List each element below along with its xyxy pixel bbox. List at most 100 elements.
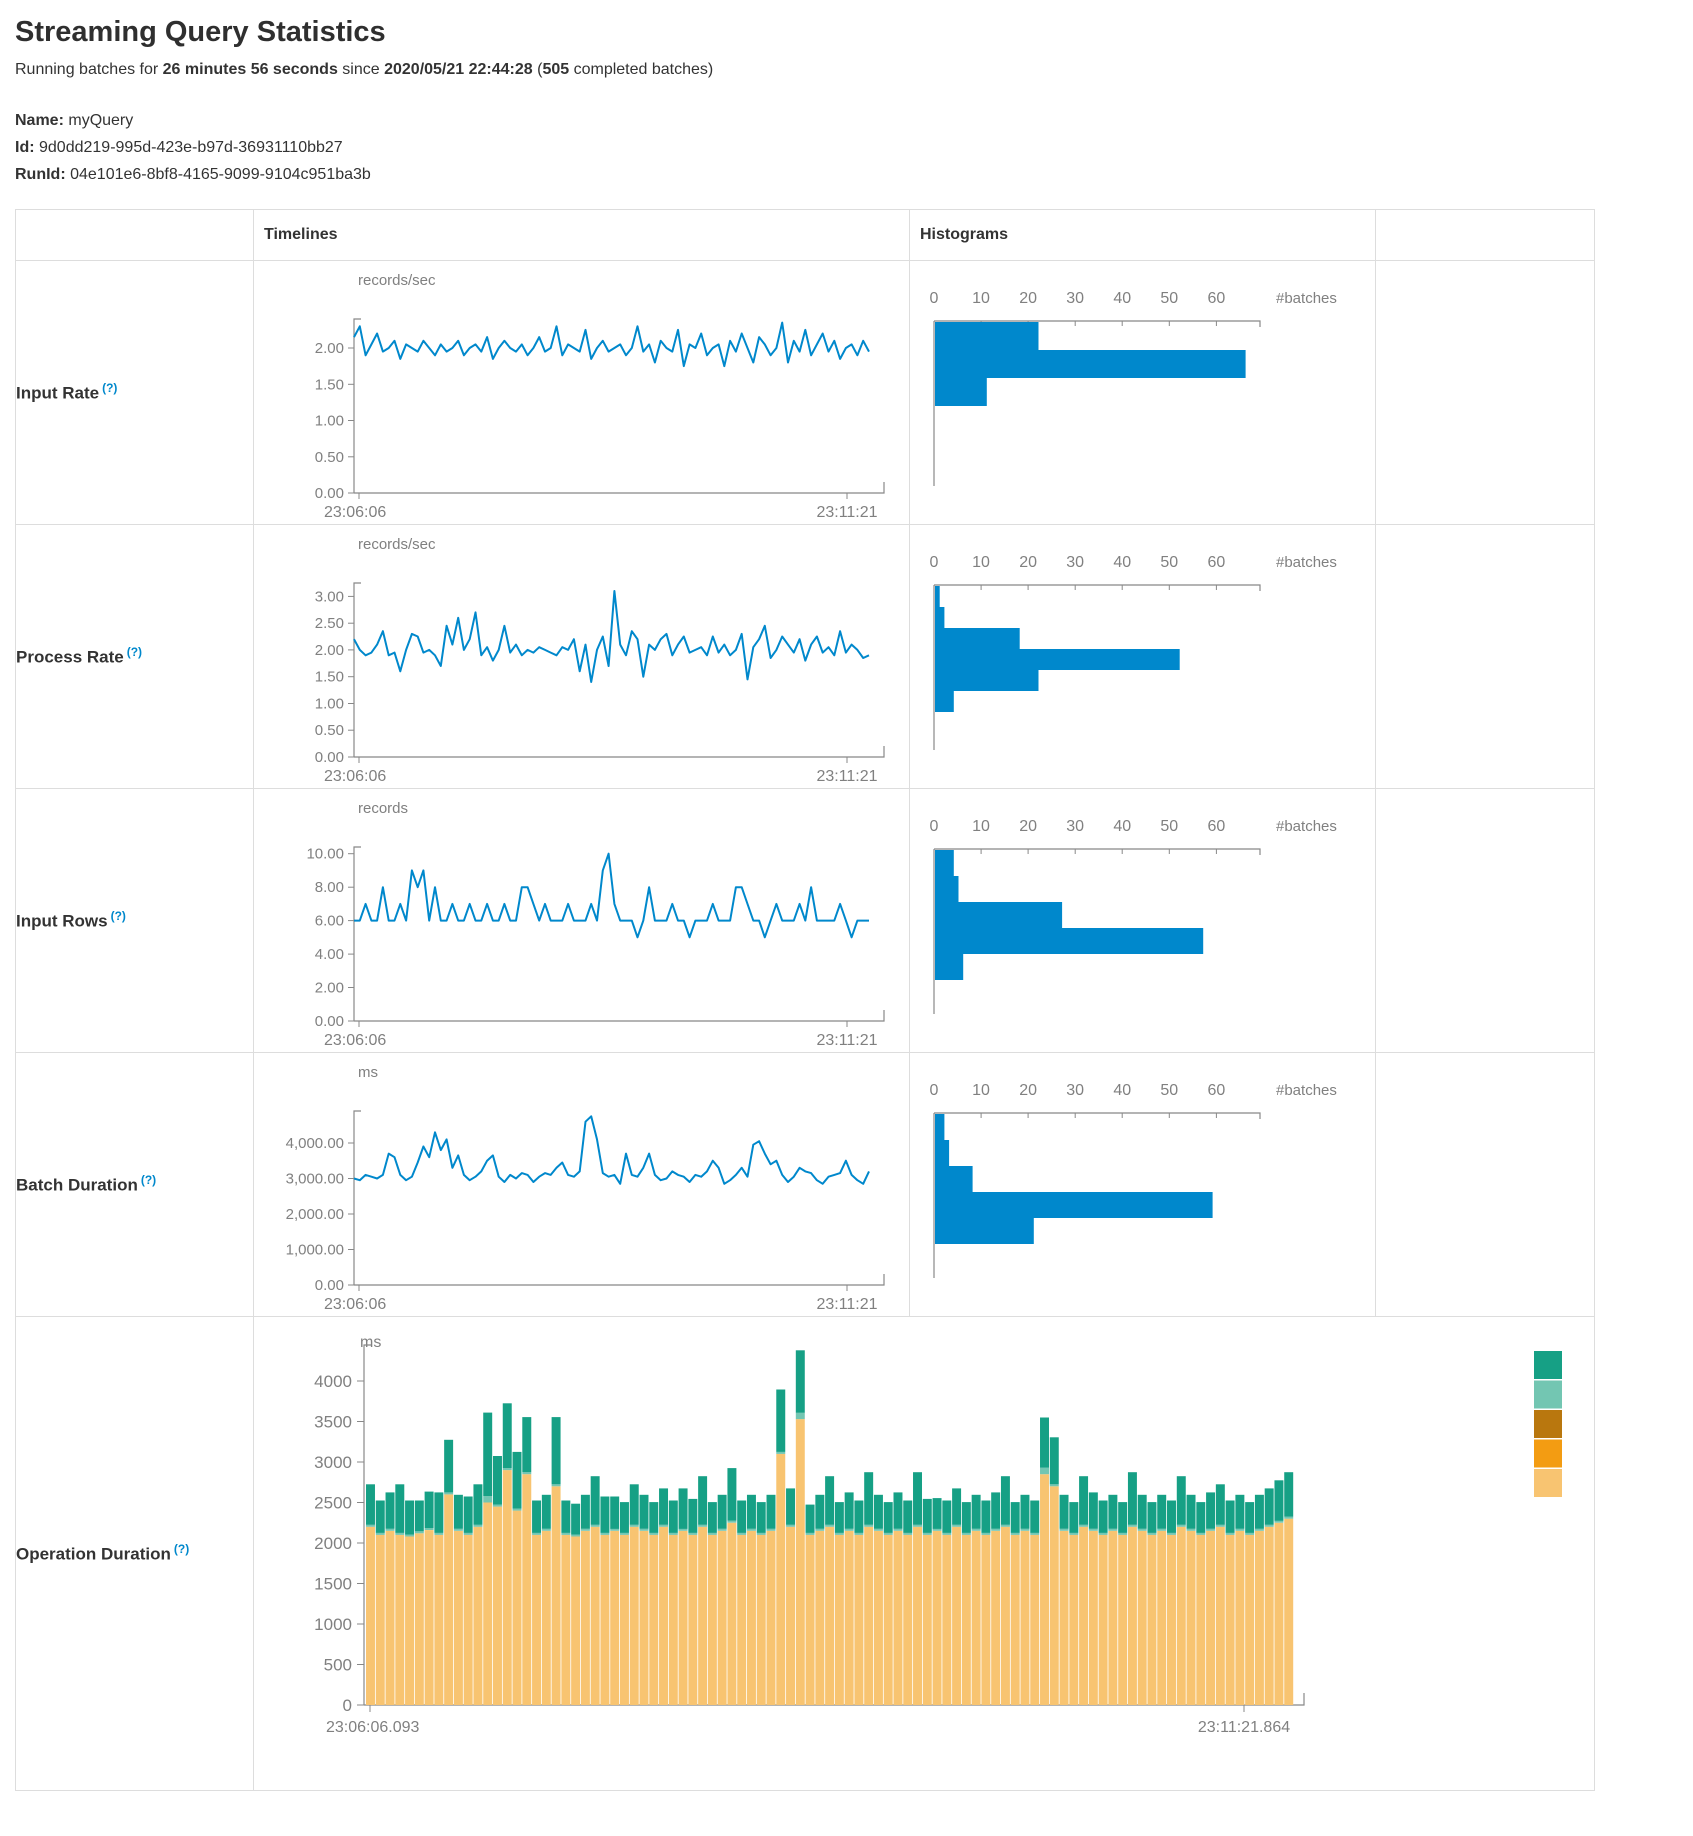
help-icon[interactable]: (?) (173, 1541, 190, 1556)
stacked-bar-segment (580, 1530, 590, 1705)
input-rows-timeline-cell: records 10.00 8.00 6.00 4.00 2.00 0.00 23:06:06… (253, 787, 910, 1053)
stacked-bar-segment (707, 1534, 717, 1705)
stacked-bar-segment (942, 1500, 952, 1533)
stacked-bar-segment (1176, 1524, 1186, 1527)
help-icon[interactable]: (?) (126, 644, 143, 659)
stacked-bar-segment (1284, 1471, 1294, 1517)
stacked-bar-segment (1079, 1475, 1089, 1525)
process-rate-histogram-chart: 0 10 20 30 40 50 60 #batches (910, 525, 1375, 788)
stacked-bar-segment (1069, 1534, 1079, 1705)
stacked-bar-segment (590, 1475, 600, 1525)
stacked-bar-segment (825, 1475, 835, 1525)
stacked-bar-segment (1079, 1524, 1089, 1527)
timeline-series-line (353, 321, 870, 367)
stacked-bar-segment (1127, 1524, 1137, 1527)
process-rate-timeline-chart: records/sec 3.00 2.50 2.00 1.50 1.00 0.50 0.00 2… (254, 525, 909, 788)
stacked-bar-segment (1186, 1528, 1196, 1531)
chart-text: 40 (1113, 290, 1131, 307)
stacked-bar-segment (1186, 1530, 1196, 1705)
chart-text: 1.50 (315, 376, 344, 393)
stacked-bar-segment (746, 1530, 756, 1705)
histograms-header: Histograms (909, 208, 1376, 261)
stacked-bar-segment (1225, 1500, 1235, 1533)
stacked-bar-segment (629, 1526, 639, 1705)
timelines-header: Timelines (253, 208, 910, 261)
stacked-bar-segment (932, 1497, 942, 1529)
chart-text: #batches (1276, 554, 1337, 571)
chart-text: 2000 (314, 1534, 352, 1553)
stacked-bar-segment (375, 1534, 385, 1705)
stacked-bar-segment (1069, 1501, 1079, 1533)
stacked-bar-segment (366, 1524, 375, 1527)
stacked-bar-segment (619, 1532, 629, 1535)
stacked-bar-segment (453, 1528, 463, 1531)
table-row: Input Rows (?) records 10.00 8.00 6.00 4.00 2.… (15, 787, 1595, 1053)
stacked-bar-segment (776, 1389, 786, 1452)
table-row: Process Rate (?) records/sec 3.00 2.50 2.00 1… (15, 523, 1595, 789)
stacked-bar-segment (834, 1534, 844, 1705)
chart-text: 10 (972, 554, 990, 571)
legend-swatch (1534, 1409, 1562, 1438)
stacked-bar-segment (1108, 1530, 1118, 1705)
help-icon[interactable]: (?) (110, 908, 126, 923)
chart-text: 60 (1207, 1082, 1225, 1099)
process-rate-label: Process Rate (16, 647, 124, 667)
query-id: 9d0dd219-995d-423e-b97d-36931110bb27 (39, 139, 343, 157)
stacked-bar-segment (551, 1483, 561, 1486)
histogram-bar (935, 1139, 950, 1166)
stacked-bar-segment (717, 1528, 727, 1531)
help-icon[interactable]: (?) (140, 1172, 157, 1187)
help-icon[interactable]: (?) (102, 380, 118, 395)
stacked-bar-segment (805, 1504, 815, 1533)
stacked-bar-segment (366, 1526, 375, 1705)
chart-text: 2.50 (315, 615, 344, 632)
stacked-bar-segment (834, 1532, 844, 1535)
stacked-bar-segment (922, 1532, 932, 1535)
start-timestamp: 2020/05/21 22:44:28 (384, 61, 533, 78)
histogram-bar (935, 585, 940, 607)
chart-text: 23:06:06 (324, 1032, 386, 1049)
stacked-bar-segment (795, 1349, 805, 1413)
stacked-bar-segment (786, 1524, 796, 1527)
legend-swatch (1534, 1350, 1562, 1379)
stacked-bar-segment (551, 1485, 561, 1705)
stacked-bar-segment (1118, 1532, 1128, 1535)
chart-text: 1.00 (315, 695, 344, 712)
chart-text: 10 (972, 1082, 990, 1099)
process-rate-histogram-cell: 0 10 20 30 40 50 60 #batches (909, 523, 1376, 789)
chart-text: 60 (1207, 554, 1225, 571)
stacked-bar-segment (1245, 1534, 1255, 1705)
stacked-bar-segment (883, 1534, 893, 1705)
stacked-bar-segment (805, 1534, 815, 1705)
stacked-bar-segment (1235, 1528, 1245, 1531)
stacked-bar-segment (532, 1532, 542, 1535)
stacked-bar-segment (580, 1494, 590, 1529)
chart-text: 1000 (314, 1615, 352, 1634)
timeline-series-line (354, 852, 869, 938)
chart-text: 10.00 (306, 845, 344, 862)
stacked-bar-segment (688, 1498, 698, 1533)
legend-swatch (1534, 1439, 1562, 1468)
chart-text: 20 (1019, 818, 1037, 835)
legend-swatch (1534, 1380, 1562, 1409)
stacked-bar-segment (805, 1532, 815, 1535)
chart-text: records (358, 800, 408, 817)
stacked-bar-segment (1235, 1530, 1245, 1705)
stacked-bar-segment (1000, 1526, 1010, 1705)
stacked-bar-segment (766, 1528, 776, 1531)
stacked-bar-segment (873, 1528, 883, 1531)
stacked-bar-segment (561, 1534, 571, 1705)
stacked-bar-segment (1215, 1524, 1225, 1527)
running-prefix: Running batches for (15, 61, 163, 78)
chart-text: 0 (930, 818, 939, 835)
input-rate-label: Input Rate (16, 383, 100, 403)
histogram-bar (935, 1217, 1034, 1244)
stacked-bar-segment (893, 1530, 903, 1705)
stacked-bar-segment (522, 1416, 532, 1472)
stacked-bar-segment (991, 1528, 1001, 1531)
stacked-bar-segment (668, 1532, 678, 1535)
stacked-bar-segment (659, 1524, 669, 1527)
chart-text: 30 (1066, 818, 1084, 835)
stacked-bar-segment (942, 1532, 952, 1535)
stacked-bar-segment (873, 1494, 883, 1529)
